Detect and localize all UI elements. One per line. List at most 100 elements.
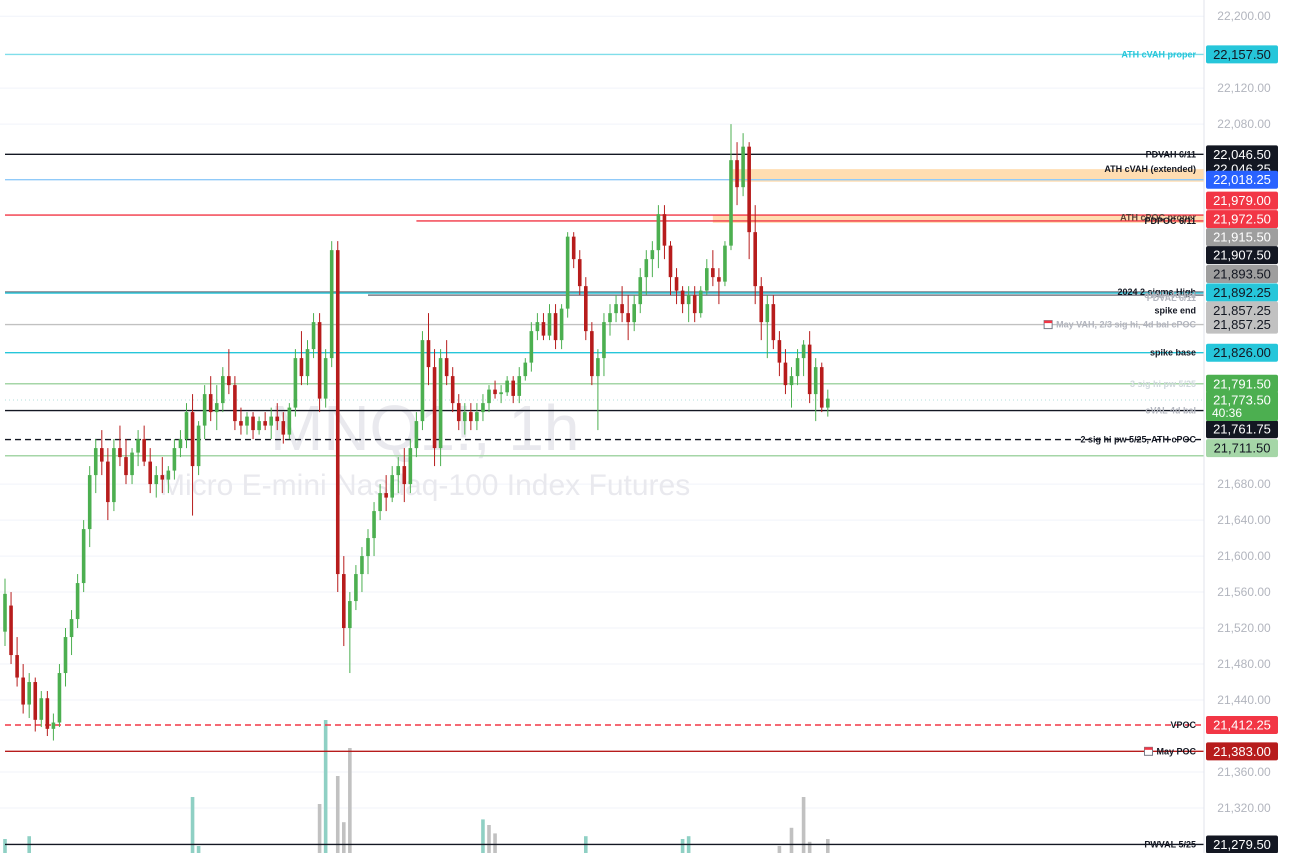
candle-30[interactable]: [184, 403, 189, 449]
candle-75[interactable]: [456, 394, 461, 431]
candle-86[interactable]: [523, 358, 528, 381]
candle-122[interactable]: [741, 133, 745, 197]
candle-50[interactable]: [305, 340, 310, 386]
candle-85[interactable]: [517, 367, 522, 404]
candle-11[interactable]: [69, 610, 74, 656]
candle-120[interactable]: [729, 124, 733, 251]
candle-15[interactable]: [93, 439, 98, 494]
candle-4[interactable]: [27, 673, 31, 719]
candle-48[interactable]: [293, 349, 298, 417]
candle-98[interactable]: [596, 349, 600, 431]
candle-33[interactable]: [202, 385, 207, 440]
candle-133[interactable]: [807, 331, 812, 404]
candle-108[interactable]: [656, 205, 661, 269]
candle-16[interactable]: [100, 430, 104, 476]
candle-95[interactable]: [577, 250, 582, 296]
candle-12[interactable]: [75, 574, 80, 629]
candle-25[interactable]: [154, 466, 159, 498]
candle-92[interactable]: [559, 304, 564, 350]
candle-70[interactable]: [426, 313, 431, 386]
candle-24[interactable]: [148, 448, 152, 494]
candle-19[interactable]: [118, 425, 122, 467]
candle-62[interactable]: [378, 484, 382, 521]
candle-67[interactable]: [408, 439, 413, 494]
candle-99[interactable]: [602, 313, 606, 377]
candle-7[interactable]: [45, 691, 50, 737]
candle-130[interactable]: [789, 367, 794, 408]
candle-26[interactable]: [160, 457, 165, 494]
candle-101[interactable]: [614, 295, 618, 323]
candle-90[interactable]: [547, 304, 552, 341]
candle-127[interactable]: [771, 295, 776, 350]
candle-9[interactable]: [57, 664, 62, 728]
candle-105[interactable]: [638, 268, 643, 314]
candle-40[interactable]: [245, 412, 249, 435]
candle-58[interactable]: [354, 565, 358, 611]
candle-39[interactable]: [239, 407, 243, 435]
candle-126[interactable]: [765, 295, 770, 359]
candle-35[interactable]: [214, 385, 219, 431]
candle-89[interactable]: [541, 313, 546, 341]
candle-53[interactable]: [323, 349, 328, 408]
candle-136[interactable]: [826, 389, 830, 417]
candle-124[interactable]: [753, 205, 757, 305]
candle-43[interactable]: [263, 412, 267, 431]
candle-96[interactable]: [584, 277, 588, 341]
candle-20[interactable]: [124, 439, 128, 485]
candle-44[interactable]: [269, 407, 273, 440]
candle-102[interactable]: [620, 286, 624, 323]
candle-109[interactable]: [662, 205, 667, 260]
candle-111[interactable]: [674, 268, 679, 305]
candle-63[interactable]: [384, 475, 388, 512]
candle-17[interactable]: [106, 448, 110, 521]
candle-84[interactable]: [511, 376, 515, 404]
candle-42[interactable]: [257, 416, 261, 435]
candle-52[interactable]: [317, 313, 322, 413]
candle-114[interactable]: [692, 286, 697, 323]
candle-13[interactable]: [81, 520, 86, 593]
candle-115[interactable]: [698, 286, 703, 318]
candle-103[interactable]: [626, 295, 630, 341]
candle-76[interactable]: [463, 403, 467, 435]
candle-0[interactable]: [3, 578, 7, 647]
candle-125[interactable]: [759, 277, 764, 341]
candle-91[interactable]: [553, 304, 558, 350]
candle-66[interactable]: [402, 448, 407, 503]
candle-8[interactable]: [51, 713, 56, 741]
candle-37[interactable]: [227, 349, 231, 395]
candle-94[interactable]: [571, 232, 576, 269]
candle-77[interactable]: [469, 403, 473, 431]
candle-132[interactable]: [801, 340, 806, 377]
candle-128[interactable]: [777, 331, 782, 377]
candle-131[interactable]: [795, 349, 800, 386]
candle-29[interactable]: [178, 430, 183, 458]
candle-83[interactable]: [505, 376, 509, 396]
candle-87[interactable]: [529, 322, 534, 372]
candle-123[interactable]: [747, 142, 751, 260]
candle-80[interactable]: [487, 385, 491, 413]
candle-54[interactable]: [329, 241, 334, 368]
candle-34[interactable]: [208, 376, 213, 422]
candle-74[interactable]: [450, 367, 455, 413]
candle-129[interactable]: [783, 349, 788, 395]
candle-14[interactable]: [87, 466, 92, 548]
candle-121[interactable]: [735, 142, 739, 206]
candle-32[interactable]: [196, 421, 201, 476]
candle-61[interactable]: [372, 502, 376, 557]
candle-110[interactable]: [668, 241, 673, 296]
candle-78[interactable]: [475, 403, 479, 431]
candle-27[interactable]: [166, 466, 171, 494]
candle-6[interactable]: [39, 691, 44, 728]
candle-69[interactable]: [420, 331, 425, 431]
candle-59[interactable]: [360, 547, 364, 593]
candle-106[interactable]: [644, 250, 649, 296]
candle-135[interactable]: [819, 362, 824, 413]
candle-81[interactable]: [493, 380, 497, 399]
candle-2[interactable]: [15, 637, 19, 687]
candle-73[interactable]: [444, 340, 449, 386]
candle-60[interactable]: [366, 529, 370, 575]
candle-22[interactable]: [136, 430, 140, 467]
candle-5[interactable]: [33, 677, 38, 732]
candle-45[interactable]: [275, 403, 280, 431]
